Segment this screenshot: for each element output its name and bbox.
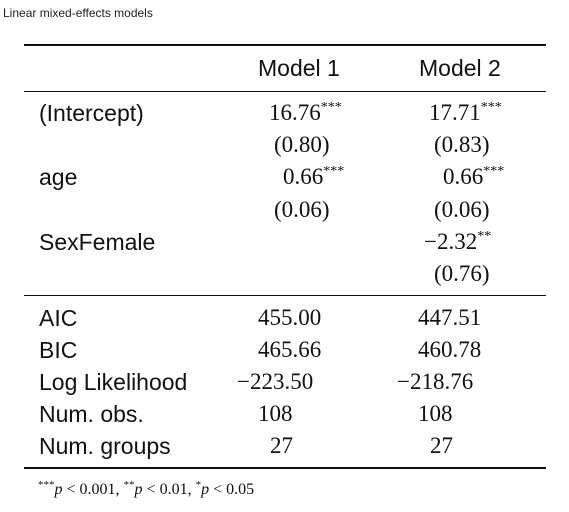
model-1-age-estimate: 0.66*** xyxy=(283,164,345,189)
row-label-age: age xyxy=(39,164,78,190)
column-header-model-2: Model 2 xyxy=(419,55,501,81)
model-2-aic: 447.51 xyxy=(418,305,482,330)
model-1-loglik: −223.50 xyxy=(237,369,314,394)
model-2-num-groups: 27 xyxy=(430,433,453,458)
model-1-intercept-estimate: 16.76*** xyxy=(269,100,342,125)
column-header-model-1: Model 1 xyxy=(258,55,340,81)
gof-label-num-obs: Num. obs. xyxy=(39,401,144,427)
significance-footnote: ***p < 0.001, **p < 0.01, *p < 0.05 xyxy=(38,479,255,498)
row-label-sexfemale: SexFemale xyxy=(39,229,156,255)
model-1-age-se: (0.06) xyxy=(274,197,330,222)
gof-label-loglik: Log Likelihood xyxy=(39,369,188,395)
model-1-aic: 455.00 xyxy=(258,305,322,330)
table-caption: Linear mixed-effects models xyxy=(3,6,153,20)
model-2-age-estimate: 0.66*** xyxy=(443,164,505,189)
model-2-sexfemale-se: (0.76) xyxy=(434,261,490,286)
model-2-sexfemale-estimate: −2.32** xyxy=(424,229,492,254)
gof-label-aic: AIC xyxy=(39,305,78,331)
top-rule xyxy=(24,44,546,46)
model-1-bic: 465.66 xyxy=(258,337,322,362)
model-1-num-obs: 108 xyxy=(258,401,293,426)
model-2-num-obs: 108 xyxy=(418,401,453,426)
model-1-num-groups: 27 xyxy=(270,433,293,458)
gof-label-bic: BIC xyxy=(39,337,78,363)
gof-label-num-groups: Num. groups xyxy=(39,433,171,459)
model-1-intercept-se: (0.80) xyxy=(274,132,330,157)
model-2-loglik: −218.76 xyxy=(397,369,474,394)
model-2-intercept-estimate: 17.71*** xyxy=(429,100,502,125)
bottom-rule xyxy=(24,467,546,469)
model-2-bic: 460.78 xyxy=(418,337,482,362)
gof-rule xyxy=(24,295,546,296)
row-label-intercept: (Intercept) xyxy=(39,100,144,126)
model-2-intercept-se: (0.83) xyxy=(434,132,490,157)
header-rule xyxy=(24,91,546,92)
model-2-age-se: (0.06) xyxy=(434,197,490,222)
